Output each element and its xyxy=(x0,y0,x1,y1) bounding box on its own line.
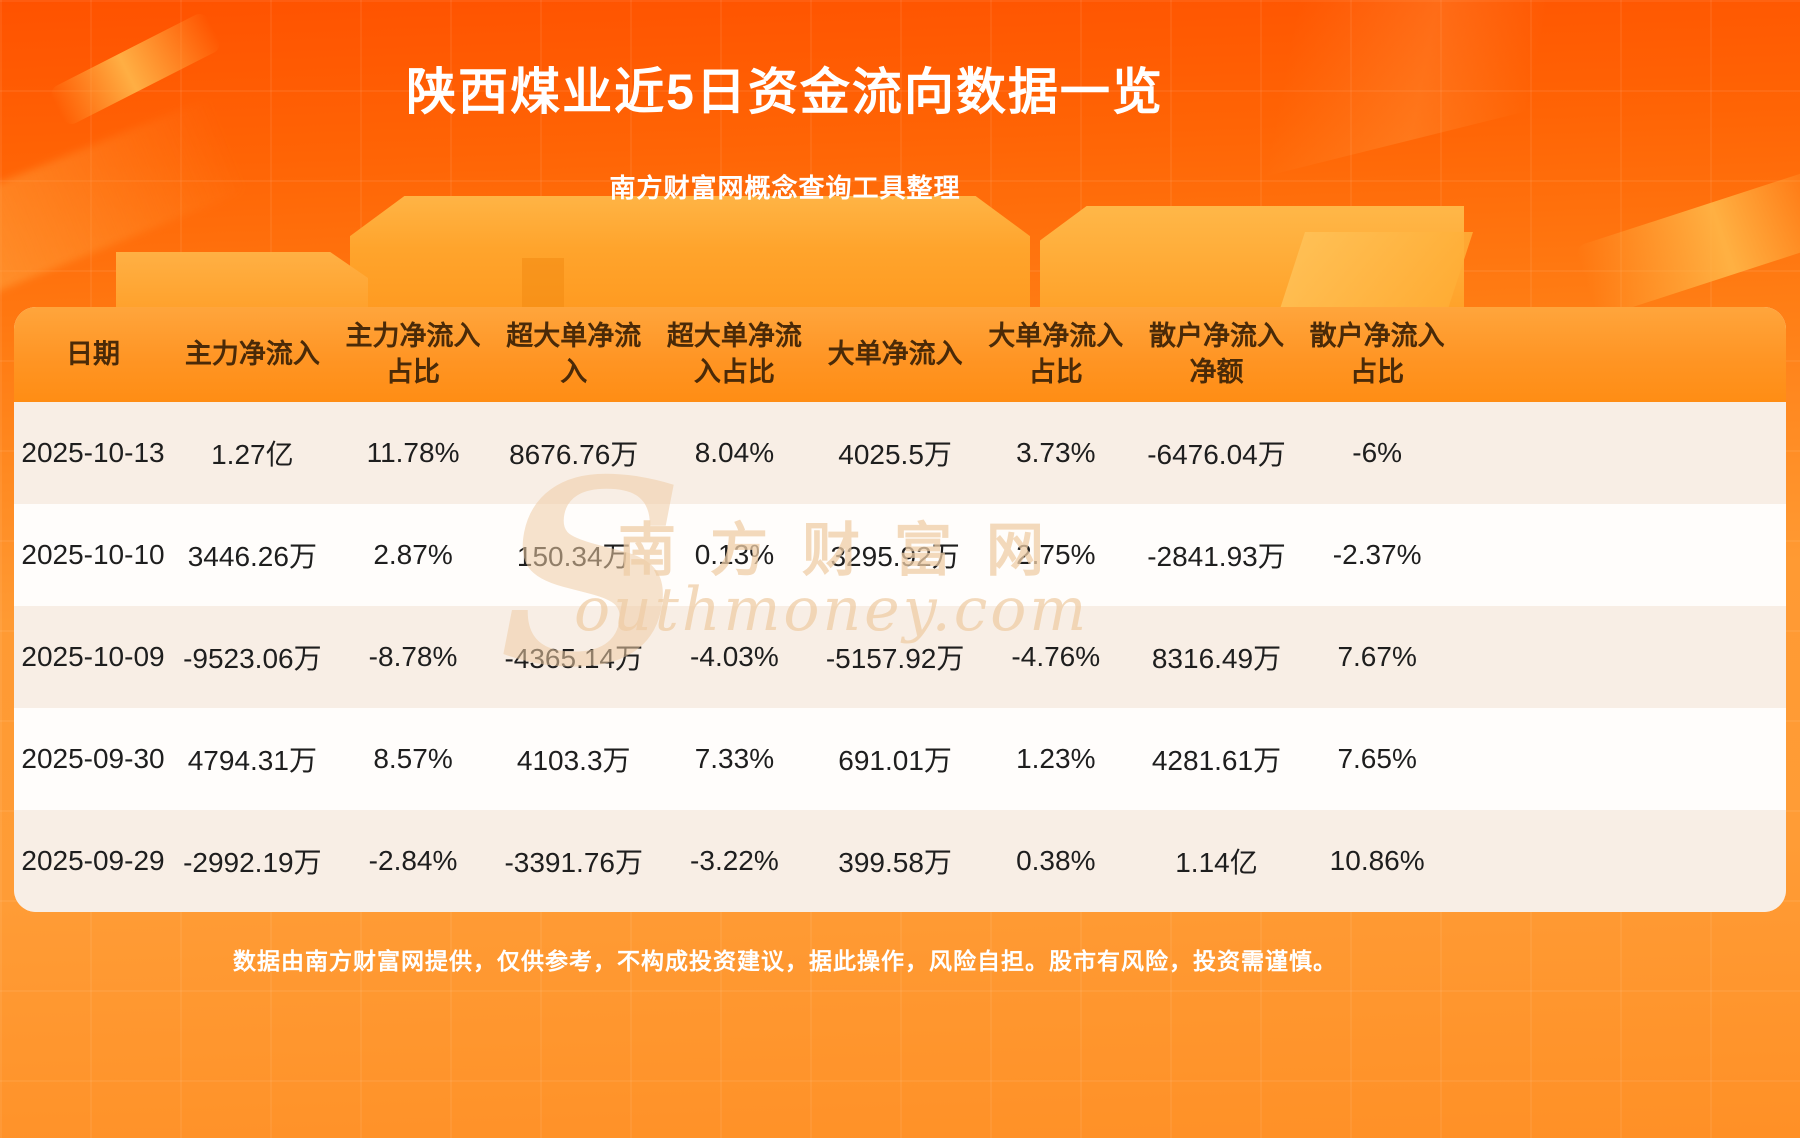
decor-podium-center xyxy=(350,196,1030,314)
column-header-date: 日期 xyxy=(66,338,120,369)
column-header-xlarge-ratio: 超大单净流 入占比 xyxy=(666,321,802,387)
fund-flow-table: 日期 主力净流入 主力净流入 占比 超大单净流 入 超大单净流 入占比 大单净流… xyxy=(14,307,1786,912)
value-cell: 8.57% xyxy=(373,743,453,774)
value-cell: 4103.3万 xyxy=(516,745,631,776)
date-cell: 2025-10-09 xyxy=(21,641,165,672)
value-cell: -4365.14万 xyxy=(504,643,643,674)
column-header-main-net-inflow: 主力净流入 xyxy=(184,338,320,369)
value-cell: -2.37% xyxy=(1332,539,1422,570)
value-cell: -3.22% xyxy=(690,845,779,876)
column-header-main-ratio: 主力净流入 占比 xyxy=(345,321,481,387)
value-cell: -6% xyxy=(1352,437,1403,468)
value-cell: 3295.92万 xyxy=(830,541,960,572)
value-cell: -6476.04万 xyxy=(1147,439,1286,470)
value-cell: -4.03% xyxy=(690,641,779,672)
value-cell: 10.86% xyxy=(1329,845,1425,876)
value-cell: 2.87% xyxy=(373,539,453,570)
value-cell: 1.27亿 xyxy=(211,439,294,470)
table-body: 2025-10-13 1.27亿 11.78% 8676.76万 8.04% 4025.5… xyxy=(14,402,1786,912)
value-cell: 4281.61万 xyxy=(1151,745,1282,776)
date-cell: 2025-09-30 xyxy=(21,743,165,774)
column-header-xlarge-net-inflow: 超大单净流 入 xyxy=(506,321,642,387)
date-cell: 2025-10-10 xyxy=(21,539,165,570)
page-title: 陕西煤业近5日资金流向数据一览 xyxy=(406,64,1164,120)
value-cell: -3391.76万 xyxy=(504,847,643,878)
value-cell: -9523.06万 xyxy=(183,643,322,674)
value-cell: 691.01万 xyxy=(838,745,952,776)
value-cell: 11.78% xyxy=(366,437,460,468)
date-cell: 2025-10-13 xyxy=(21,437,165,468)
value-cell: 0.13% xyxy=(694,539,775,570)
value-cell: 4794.31万 xyxy=(187,745,317,776)
value-cell: -5157.92万 xyxy=(825,643,965,674)
value-cell: 8676.76万 xyxy=(509,439,639,470)
value-cell: 399.58万 xyxy=(838,847,952,878)
value-cell: 8.04% xyxy=(694,437,775,468)
value-cell: 2.75% xyxy=(1016,539,1096,570)
page-footer-disclaimer: 数据由南方财富网提供，仅供参考，不构成投资建议，据此操作，风险自担。股市有风险，… xyxy=(233,948,1337,974)
page-subtitle: 南方财富网概念查询工具整理 xyxy=(609,173,961,203)
value-cell: -4.76% xyxy=(1011,641,1101,672)
value-cell: 3.73% xyxy=(1016,437,1096,468)
column-header-retail-ratio: 散户净流入 占比 xyxy=(1309,321,1445,387)
value-cell: 1.14亿 xyxy=(1175,847,1258,878)
table-row: 2025-10-13 1.27亿 11.78% 8676.76万 8.04% 4025.5… xyxy=(14,402,1786,504)
value-cell: 7.65% xyxy=(1337,743,1417,774)
table-header-row: 日期 主力净流入 主力净流入 占比 超大单净流 入 超大单净流 入占比 大单净流… xyxy=(14,307,1786,402)
value-cell: -2.84% xyxy=(368,845,458,876)
decor-podium-left xyxy=(116,252,368,314)
value-cell: 4025.5万 xyxy=(838,439,952,470)
value-cell: 7.67% xyxy=(1337,641,1417,672)
column-header-large-ratio: 大单净流入 占比 xyxy=(988,321,1124,387)
value-cell: 3446.26万 xyxy=(187,541,317,572)
value-cell: 8316.49万 xyxy=(1151,643,1282,674)
table-row: 2025-09-30 4794.31万 8.57% 4103.3万 7.33% 691.0… xyxy=(14,708,1786,810)
value-cell: -2841.93万 xyxy=(1147,541,1286,572)
value-cell: 0.38% xyxy=(1016,845,1096,876)
value-cell: -2992.19万 xyxy=(183,847,322,878)
value-cell: 1.23% xyxy=(1016,743,1096,774)
value-cell: 150.34万 xyxy=(516,541,631,572)
value-cell: -8.78% xyxy=(368,641,458,672)
table-row: 2025-10-10 3446.26万 2.87% 150.34万 0.13% 3295.… xyxy=(14,504,1786,606)
table-row: 2025-10-09 -9523.06万 -8.78% -4365.14万 -4.03%… xyxy=(14,606,1786,708)
value-cell: 7.33% xyxy=(694,743,775,774)
decor-podium-highlight xyxy=(1279,232,1473,312)
table-row: 2025-09-29 -2992.19万 -2.84% -3391.76万 -3.22%… xyxy=(14,810,1786,912)
column-header-retail-net-amount: 散户净流入 净额 xyxy=(1148,321,1284,387)
page-header: 陕西煤业近5日资金流向数据一览 南方财富网概念查询工具整理 xyxy=(0,0,1570,205)
column-header-large-net-inflow: 大单净流入 xyxy=(827,338,963,369)
date-cell: 2025-09-29 xyxy=(21,845,165,876)
decor-block xyxy=(522,258,564,310)
